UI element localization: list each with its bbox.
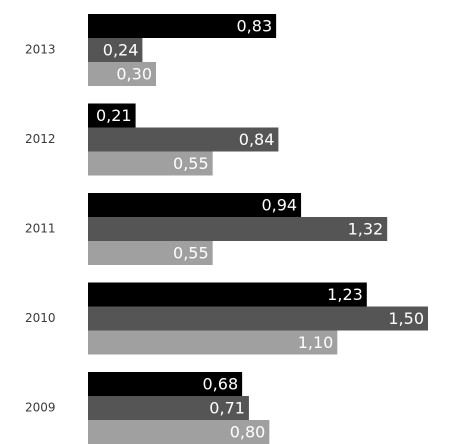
category-label: 2010 [25,311,56,325]
data-label: 1,32 [348,220,384,239]
bar [88,372,243,396]
data-label: 0,94 [261,196,297,215]
bar [88,396,249,420]
bar [88,241,213,265]
data-label: 0,24 [103,41,139,60]
data-label: 0,80 [230,423,266,442]
bar-group-2012: 2012 0,21 0,84 0,55 [25,103,279,176]
bar-group-2009: 2009 0,68 0,71 0,80 [25,372,270,444]
data-label: 0,84 [239,130,275,149]
data-label: 1,10 [298,333,334,352]
bar-group-2013: 2013 0,83 0,24 0,30 [25,14,277,86]
category-label: 2011 [25,222,56,236]
bar [88,282,367,307]
bar [88,151,213,176]
data-label: 0,83 [237,17,273,36]
bar [88,127,279,152]
data-label: 0,55 [173,154,209,173]
data-label: 0,55 [173,244,209,263]
data-label: 0,71 [209,399,245,418]
category-label: 2012 [25,132,56,146]
data-label: 1,50 [388,309,424,328]
bar [88,103,136,128]
category-label: 2013 [25,43,56,57]
bar [88,217,388,241]
bar-group-2011: 2011 0,94 1,32 0,55 [25,193,388,265]
bar [88,14,277,38]
bar [88,62,156,86]
bar [88,193,302,217]
data-label: 0,68 [203,375,239,394]
bar [88,420,270,444]
bar [88,38,143,62]
data-label: 1,23 [327,285,363,304]
bar-group-2010: 2010 1,23 1,50 1,10 [25,282,428,355]
data-label: 0,30 [116,65,152,84]
data-label: 0,21 [96,106,132,125]
bar [88,330,338,355]
bar [88,306,428,331]
category-label: 2009 [25,401,56,415]
